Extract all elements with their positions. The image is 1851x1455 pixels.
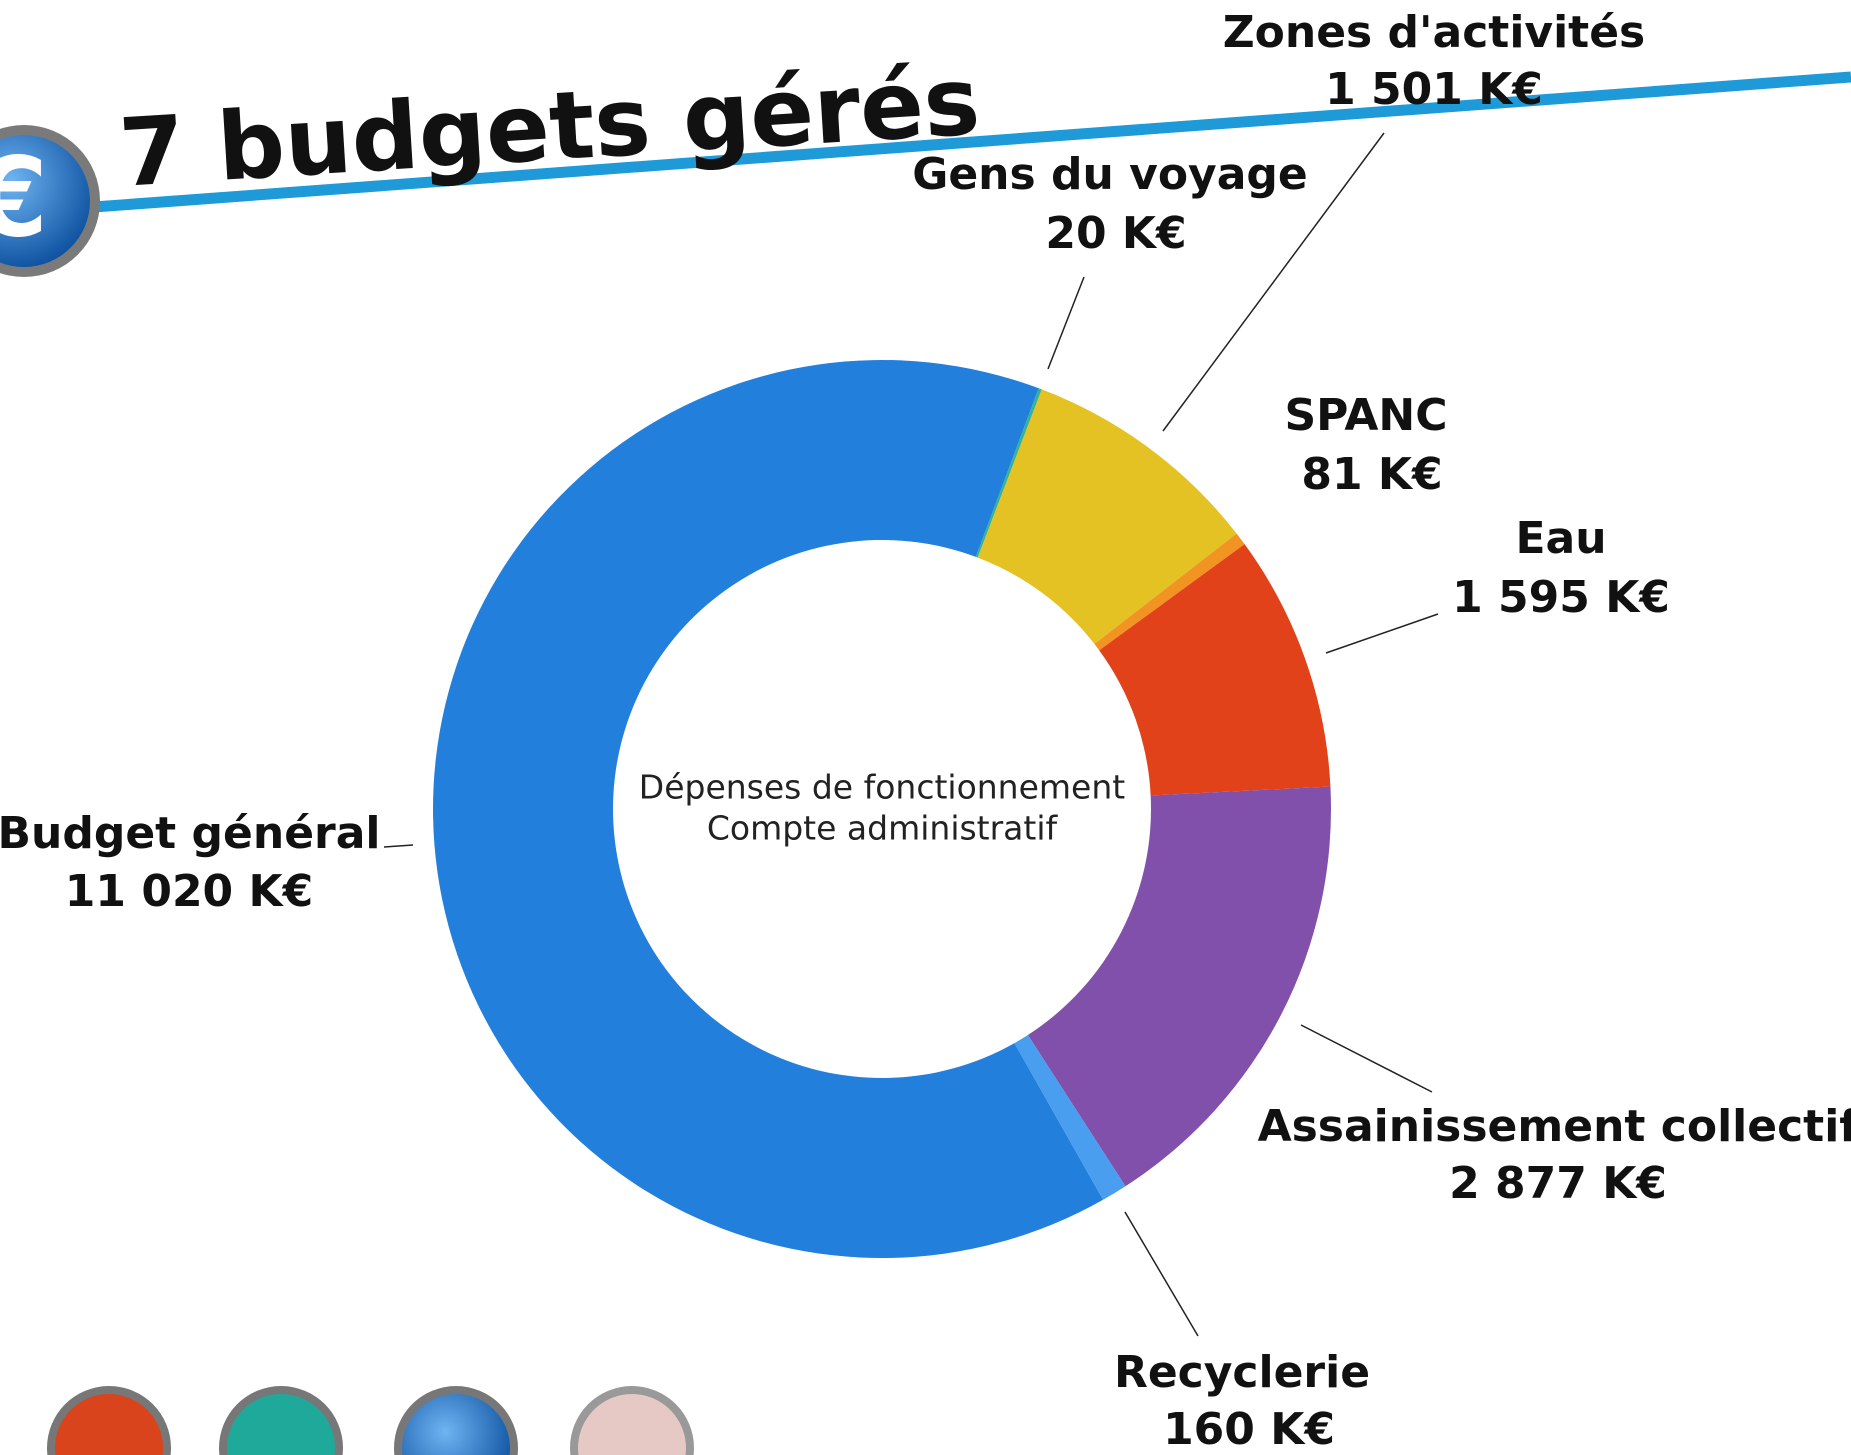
logo: € bbox=[0, 125, 100, 277]
leader-line bbox=[1047, 276, 1085, 370]
donut-segment bbox=[1027, 786, 1331, 1187]
segment-value: 11 020 K€ bbox=[65, 866, 313, 917]
segment-label: Recyclerie bbox=[1114, 1347, 1370, 1398]
segment-value: 160 K€ bbox=[1163, 1404, 1335, 1455]
segment-label: Zones d'activités bbox=[1223, 7, 1646, 58]
donut-segment bbox=[1014, 1035, 1126, 1200]
leader-line bbox=[383, 844, 414, 848]
center-text: Dépenses de fonctionnement bbox=[639, 768, 1125, 807]
segment-value: 2 877 K€ bbox=[1449, 1158, 1667, 1209]
header-rule bbox=[93, 71, 1851, 213]
donut-segment bbox=[975, 388, 1042, 558]
segment-label: Eau bbox=[1515, 513, 1606, 564]
donut-segment bbox=[1094, 533, 1245, 651]
segment-value: 81 K€ bbox=[1301, 449, 1442, 500]
svg-text:€: € bbox=[0, 133, 48, 261]
segment-value: 1 595 K€ bbox=[1452, 572, 1670, 623]
center-text: Compte administratif bbox=[707, 809, 1059, 848]
leader-line bbox=[1300, 1024, 1433, 1093]
donut-segment bbox=[433, 359, 1104, 1259]
segment-label: Budget général bbox=[0, 808, 381, 859]
segment-label: SPANC bbox=[1284, 390, 1447, 441]
slide-title: 7 budgets gérés bbox=[116, 47, 982, 208]
nav-icons bbox=[47, 1386, 694, 1455]
leader-line bbox=[1162, 132, 1385, 432]
donut-segment bbox=[977, 389, 1237, 644]
donut-segment bbox=[1099, 544, 1331, 796]
leader-line bbox=[1124, 1211, 1199, 1337]
segment-value: 20 K€ bbox=[1045, 208, 1186, 259]
leader-line bbox=[1325, 613, 1439, 654]
segment-label: Gens du voyage bbox=[912, 149, 1308, 200]
segment-label: Assainissement collectif bbox=[1258, 1101, 1851, 1152]
segment-value: 1 501 K€ bbox=[1325, 64, 1543, 115]
